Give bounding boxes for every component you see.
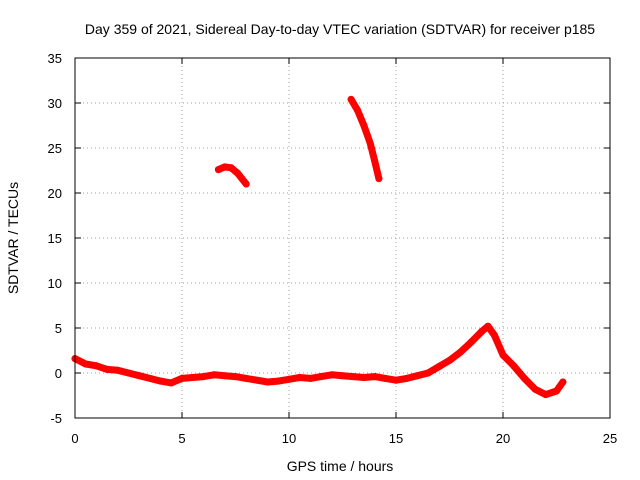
data-point: [467, 338, 475, 346]
data-point: [360, 122, 368, 129]
data-point: [478, 328, 486, 336]
data-point: [349, 373, 357, 381]
x-tick-label: 25: [603, 431, 617, 446]
data-point: [456, 348, 464, 356]
data-point: [413, 372, 421, 380]
y-tick-label: 25: [48, 141, 62, 156]
data-point: [499, 351, 507, 359]
x-tick-label: 5: [178, 431, 185, 446]
data-point: [317, 373, 325, 381]
data-point: [559, 378, 567, 386]
x-tick-label: 0: [71, 431, 78, 446]
x-tick-label: 20: [496, 431, 510, 446]
data-point: [392, 376, 400, 384]
data-point: [264, 378, 272, 386]
data-point: [199, 373, 207, 381]
data-point: [146, 374, 154, 382]
x-tick-label: 10: [282, 431, 296, 446]
tick-layer: [74, 57, 611, 419]
x-tick-label: 15: [389, 431, 403, 446]
data-point: [403, 374, 411, 382]
data-point: [510, 362, 518, 370]
data-point: [125, 369, 132, 377]
data-point: [371, 157, 379, 165]
data-point: [227, 164, 235, 172]
data-point: [253, 376, 261, 384]
data-point: [92, 362, 100, 370]
data-point: [360, 374, 368, 381]
data-point: [347, 95, 355, 103]
data-point: [242, 180, 250, 188]
chart-title: Day 359 of 2021, Sidereal Day-to-day VTE…: [85, 21, 595, 37]
data-point: [484, 322, 492, 330]
data-point: [234, 169, 242, 177]
data-point: [424, 369, 432, 377]
y-axis-label: SDTVAR / TECUs: [5, 182, 21, 294]
data-point: [446, 356, 453, 364]
data-point: [214, 166, 222, 174]
data-point: [520, 374, 528, 382]
data-point: [381, 374, 389, 382]
data-point: [366, 140, 374, 147]
data-point: [375, 175, 383, 183]
data-point: [167, 379, 175, 387]
data-point: [542, 391, 550, 399]
data-point: [135, 372, 143, 380]
data-point: [103, 365, 111, 373]
data-point: [435, 363, 443, 371]
data-point: [371, 373, 379, 381]
data-point: [306, 374, 314, 382]
data-point: [114, 366, 122, 374]
data-point: [178, 374, 186, 382]
data-point: [328, 371, 336, 379]
data-point: [285, 375, 293, 383]
data-point: [553, 387, 560, 395]
data-point: [354, 106, 361, 114]
y-tick-label: 5: [55, 321, 62, 336]
y-tick-label: 15: [48, 231, 62, 246]
y-tick-label: 20: [48, 186, 62, 201]
data-point: [221, 372, 229, 380]
data-point: [232, 373, 239, 381]
y-tick-label: 0: [55, 366, 62, 381]
y-tick-label: 30: [48, 96, 62, 111]
data-point: [296, 374, 304, 381]
data-point: [339, 372, 346, 380]
data-point: [189, 374, 197, 381]
tick-label-layer: 0 5 10 15 20 25 -5 0 5 10 15 20 25 30 35: [48, 51, 618, 446]
y-tick-label: -5: [50, 411, 62, 426]
data-point: [82, 360, 90, 368]
data-point: [531, 385, 539, 393]
data-point: [157, 377, 165, 385]
data-point: [274, 377, 282, 385]
data-point: [210, 371, 218, 379]
y-tick-label: 35: [48, 51, 62, 66]
data-point: [221, 163, 229, 171]
y-tick-label: 10: [48, 276, 62, 291]
data-point: [490, 331, 498, 339]
x-axis-label: GPS time / hours: [287, 458, 394, 474]
series-layer: [71, 95, 567, 399]
data-point: [242, 374, 250, 382]
